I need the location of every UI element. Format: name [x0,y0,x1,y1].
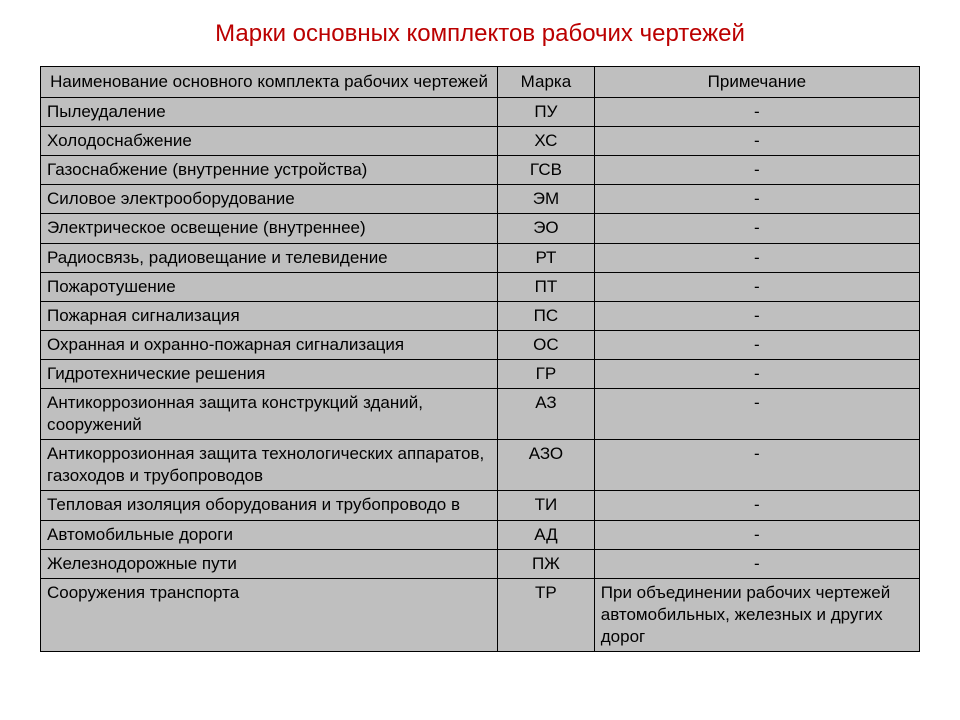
table-header-row: Наименование основного комплекта рабочих… [41,67,920,98]
table-row: ХолодоснабжениеХС- [41,127,920,156]
cell-mark: ПЖ [498,549,595,578]
table-container: Наименование основного комплекта рабочих… [0,66,960,652]
cell-mark: ПС [498,301,595,330]
cell-note: - [594,243,919,272]
cell-name: Холодоснабжение [41,127,498,156]
table-row: Гидротехнические решенияГР- [41,359,920,388]
header-mark: Марка [498,67,595,98]
table-row: Антикоррозионная защита конструкций здан… [41,389,920,440]
table-row: Силовое электрооборудованиеЭМ- [41,185,920,214]
cell-note: - [594,359,919,388]
cell-name: Охранная и охранно-пожарная сигнализация [41,330,498,359]
header-name: Наименование основного комплекта рабочих… [41,67,498,98]
table-row: Радиосвязь, радиовещание и телевидениеРТ… [41,243,920,272]
cell-note: - [594,440,919,491]
cell-note: - [594,214,919,243]
cell-name: Газоснабжение (внутренние устройства) [41,156,498,185]
cell-name: Пожаротушение [41,272,498,301]
cell-name: Гидротехнические решения [41,359,498,388]
table-body: ПылеудалениеПУ-ХолодоснабжениеХС-Газосна… [41,98,920,652]
cell-mark: ТИ [498,491,595,520]
cell-mark: РТ [498,243,595,272]
cell-name: Сооружения транспорта [41,578,498,651]
cell-mark: ПТ [498,272,595,301]
cell-note: - [594,389,919,440]
page-title: Марки основных комплектов рабочих чертеж… [0,0,960,66]
cell-name: Радиосвязь, радиовещание и телевидение [41,243,498,272]
table-row: Железнодорожные путиПЖ- [41,549,920,578]
cell-mark: ПУ [498,98,595,127]
cell-note: - [594,520,919,549]
cell-name: Силовое электрооборудование [41,185,498,214]
table-row: Автомобильные дорогиАД- [41,520,920,549]
table-row: ПожаротушениеПТ- [41,272,920,301]
header-note: Примечание [594,67,919,98]
table-row: ПылеудалениеПУ- [41,98,920,127]
table-row: Охранная и охранно-пожарная сигнализация… [41,330,920,359]
table-row: Пожарная сигнализацияПС- [41,301,920,330]
cell-name: Пылеудаление [41,98,498,127]
cell-mark: АЗ [498,389,595,440]
cell-name: Электрическое освещение (внутреннее) [41,214,498,243]
table-row: Тепловая изоляция оборудования и трубопр… [41,491,920,520]
cell-name: Антикоррозионная защита конструкций здан… [41,389,498,440]
cell-note: - [594,156,919,185]
cell-note: - [594,272,919,301]
cell-name: Автомобильные дороги [41,520,498,549]
table-row: Газоснабжение (внутренние устройства)ГСВ… [41,156,920,185]
cell-mark: АД [498,520,595,549]
cell-name: Тепловая изоляция оборудования и трубопр… [41,491,498,520]
cell-name: Железнодорожные пути [41,549,498,578]
cell-note: - [594,549,919,578]
table-row: Антикоррозионная защита технологических … [41,440,920,491]
cell-note: - [594,330,919,359]
cell-mark: АЗО [498,440,595,491]
cell-note: При объединении рабочих чертежей автомоб… [594,578,919,651]
cell-mark: ЭО [498,214,595,243]
cell-mark: ГР [498,359,595,388]
cell-note: - [594,301,919,330]
cell-mark: ГСВ [498,156,595,185]
cell-mark: ЭМ [498,185,595,214]
cell-note: - [594,185,919,214]
cell-note: - [594,98,919,127]
cell-mark: ХС [498,127,595,156]
cell-mark: ТР [498,578,595,651]
table-row: Электрическое освещение (внутреннее)ЭО- [41,214,920,243]
cell-mark: ОС [498,330,595,359]
cell-note: - [594,127,919,156]
marks-table: Наименование основного комплекта рабочих… [40,66,920,652]
cell-name: Антикоррозионная защита технологических … [41,440,498,491]
table-row: Сооружения транспортаТРПри объединении р… [41,578,920,651]
cell-note: - [594,491,919,520]
cell-name: Пожарная сигнализация [41,301,498,330]
